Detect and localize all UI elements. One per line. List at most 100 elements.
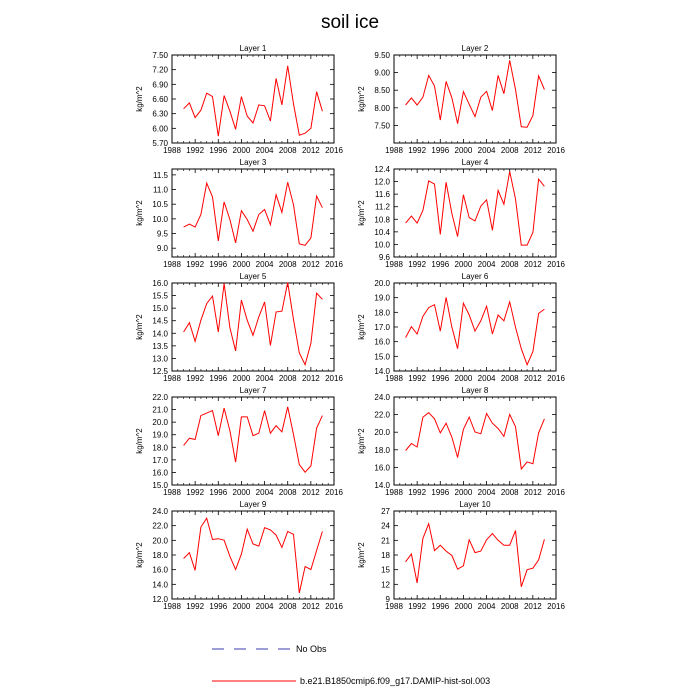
panel-frame [393, 168, 557, 258]
y-tick-label: 19.0 [152, 431, 168, 440]
y-tick-label: 14.0 [374, 481, 390, 490]
x-tick-label: 2008 [279, 374, 297, 383]
panel-3: Layer 3 1988 1992 1996 2000 2004 2008 2012 2016 9… [135, 158, 343, 269]
panel-frame [171, 510, 335, 600]
y-axis-label: kg/m^2 [135, 200, 144, 226]
x-tick-label: 2012 [302, 488, 320, 497]
x-tick-label: 2016 [547, 602, 565, 611]
panel-title: Layer 7 [240, 386, 267, 395]
panel-frame [393, 282, 557, 372]
x-tick-label: 2008 [501, 374, 519, 383]
x-tick-label: 2016 [547, 146, 565, 155]
x-tick-label: 2004 [256, 602, 274, 611]
y-tick-label: 9.50 [374, 51, 390, 60]
x-tick-label: 2016 [325, 260, 343, 269]
x-tick-label: 1988 [163, 488, 181, 497]
y-tick-label: 8.50 [374, 86, 390, 95]
x-tick-label: 1988 [385, 374, 403, 383]
y-tick-label: 14.0 [152, 580, 168, 589]
x-tick-label: 2004 [256, 260, 274, 269]
y-tick-label: 12.0 [152, 595, 168, 604]
y-tick-label: 24.0 [374, 393, 390, 402]
panel-1: Layer 1 1988 1992 1996 2000 2004 2008 2012 2016 5… [135, 44, 343, 155]
x-tick-label: 2016 [325, 146, 343, 155]
y-axis-label: kg/m^2 [357, 542, 366, 568]
series-line [183, 517, 323, 594]
x-tick-label: 2008 [279, 488, 297, 497]
legend: No Obs b.e21.B1850cmip6.f09_g17.DAMIP-hi… [212, 644, 490, 686]
x-tick-label: 2000 [233, 602, 251, 611]
y-tick-label: 6.90 [152, 80, 168, 89]
y-tick-label: 22.0 [374, 411, 390, 420]
x-tick-label: 2004 [256, 488, 274, 497]
x-tick-label: 2000 [233, 146, 251, 155]
y-tick-label: 15.0 [374, 352, 390, 361]
y-tick-label: 16.0 [374, 463, 390, 472]
panel-6: Layer 6 1988 1992 1996 2000 2004 2008 2012 2016 1… [357, 272, 565, 383]
y-tick-label: 16.0 [152, 279, 168, 288]
y-axis-label: kg/m^2 [135, 314, 144, 340]
y-tick-label: 10.4 [374, 228, 390, 237]
x-tick-label: 2004 [478, 488, 496, 497]
legend-model-label: b.e21.B1850cmip6.f09_g17.DAMIP-hist-sol.… [300, 676, 490, 686]
y-tick-label: 10.8 [374, 215, 390, 224]
y-tick-label: 20.0 [374, 279, 390, 288]
series-line [405, 171, 545, 246]
x-tick-label: 2004 [478, 146, 496, 155]
y-tick-label: 5.70 [152, 139, 168, 148]
y-tick-label: 15.5 [152, 292, 168, 301]
series-line [183, 181, 323, 246]
x-tick-label: 1996 [209, 260, 227, 269]
x-tick-label: 1996 [209, 374, 227, 383]
y-tick-label: 7.50 [152, 51, 168, 60]
y-tick-label: 9.5 [157, 230, 169, 239]
x-tick-label: 1996 [431, 602, 449, 611]
y-tick-label: 20.0 [374, 428, 390, 437]
series-line [183, 65, 323, 137]
x-tick-label: 1988 [163, 602, 181, 611]
y-tick-label: 17.0 [374, 323, 390, 332]
panel-5: Layer 5 1988 1992 1996 2000 2004 2008 2012 2016 1… [135, 272, 343, 383]
series-line [405, 297, 545, 367]
x-tick-label: 1988 [163, 146, 181, 155]
y-tick-label: 18.0 [374, 308, 390, 317]
y-tick-label: 10.0 [152, 215, 168, 224]
panel-frame [393, 54, 557, 144]
series-line [405, 60, 545, 128]
y-tick-label: 11.5 [153, 171, 169, 180]
x-tick-label: 1992 [408, 146, 426, 155]
x-tick-label: 2012 [524, 260, 542, 269]
panel-7: Layer 7 1988 1992 1996 2000 2004 2008 2012 2016 1… [135, 386, 343, 497]
y-tick-label: 16.0 [374, 338, 390, 347]
x-tick-label: 2012 [302, 146, 320, 155]
y-tick-label: 16.0 [152, 468, 168, 477]
y-tick-label: 9.00 [374, 69, 390, 78]
panel-title: Layer 3 [240, 158, 267, 167]
x-tick-label: 2004 [256, 146, 274, 155]
y-tick-label: 18.0 [374, 446, 390, 455]
panel-title: Layer 8 [462, 386, 489, 395]
x-tick-label: 2016 [325, 602, 343, 611]
x-tick-label: 2004 [478, 260, 496, 269]
y-tick-label: 9.6 [379, 253, 391, 262]
x-tick-label: 2004 [478, 374, 496, 383]
x-tick-label: 1992 [408, 260, 426, 269]
y-axis-label: kg/m^2 [135, 542, 144, 568]
x-tick-label: 2016 [547, 260, 565, 269]
panel-10: Layer 10 1988 1992 1996 2000 2004 2008 2012 2016… [357, 500, 565, 611]
panel-frame [393, 510, 557, 600]
x-tick-label: 2008 [501, 488, 519, 497]
figure-title: soil ice [321, 12, 379, 33]
y-tick-label: 20.0 [152, 536, 168, 545]
legend-obs-label: No Obs [296, 644, 327, 654]
x-tick-label: 2000 [455, 146, 473, 155]
x-tick-label: 2000 [455, 260, 473, 269]
x-tick-label: 1988 [385, 146, 403, 155]
x-tick-label: 1992 [408, 602, 426, 611]
x-tick-label: 2012 [524, 146, 542, 155]
x-tick-label: 2012 [524, 488, 542, 497]
panel-9: Layer 9 1988 1992 1996 2000 2004 2008 2012 2016 1… [135, 500, 343, 611]
y-tick-label: 6.30 [152, 110, 168, 119]
y-tick-label: 7.20 [152, 66, 168, 75]
y-tick-label: 15 [381, 566, 390, 575]
